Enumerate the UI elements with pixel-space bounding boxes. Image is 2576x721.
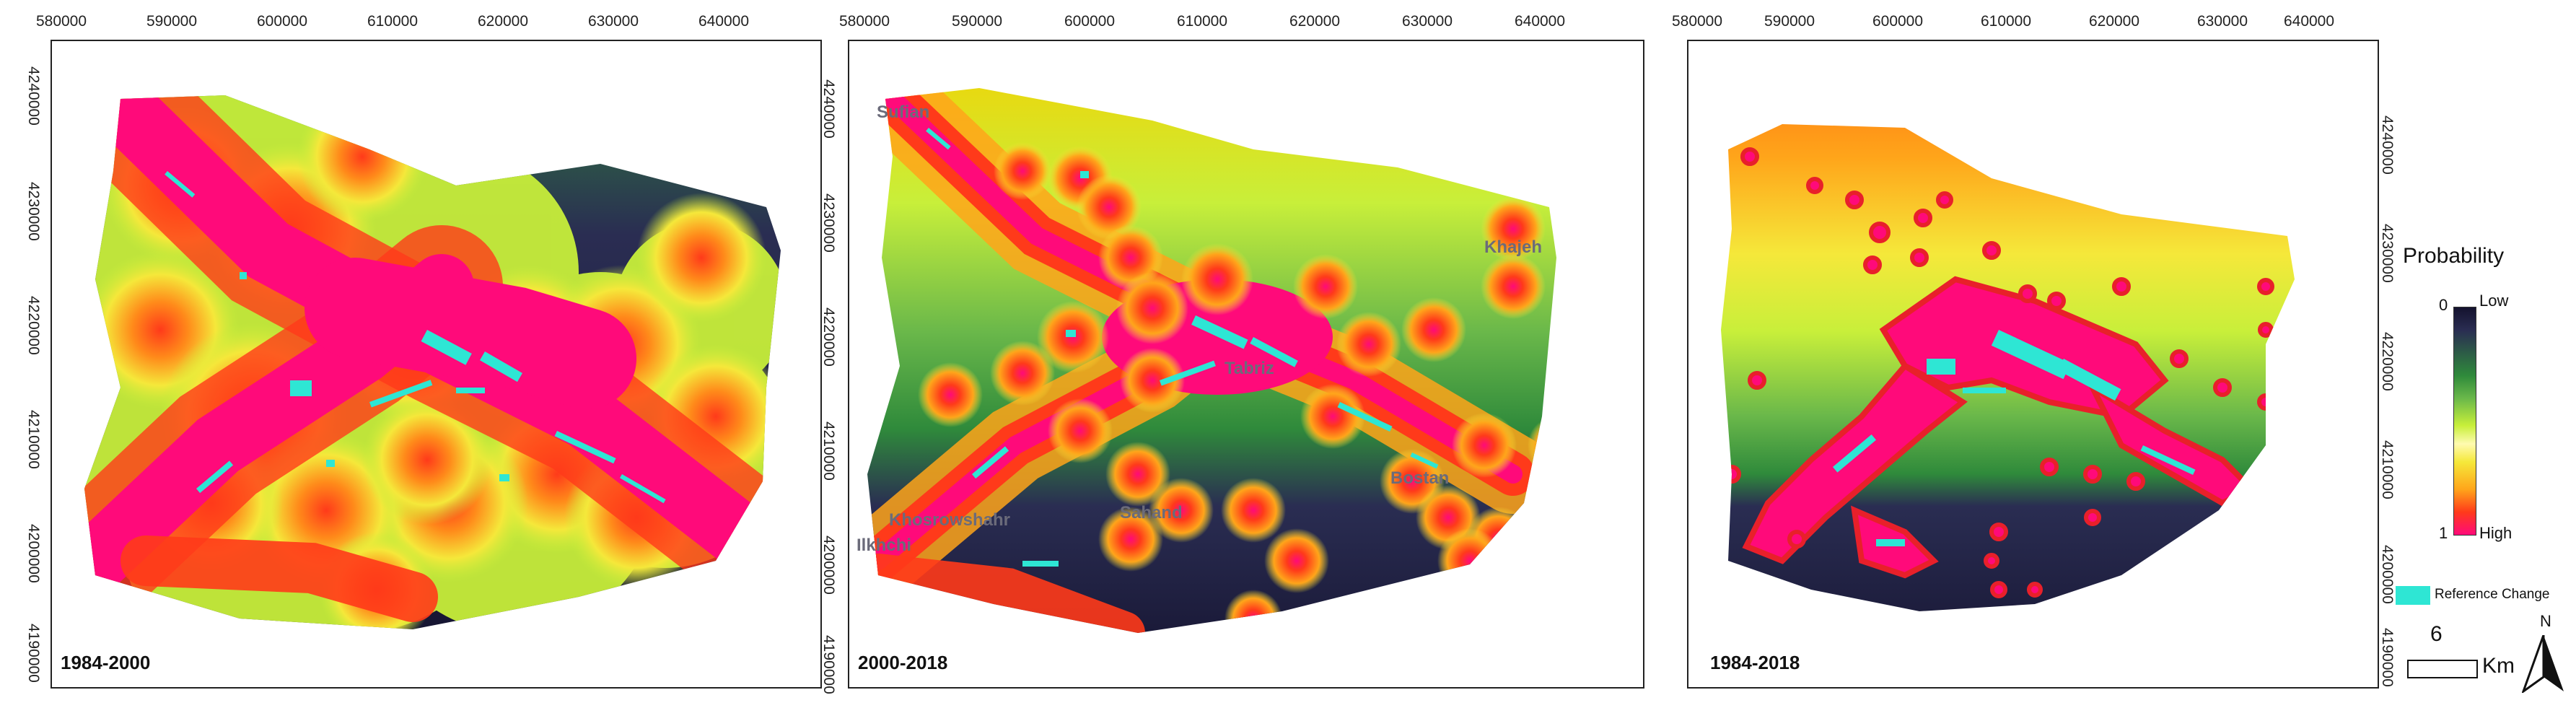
- y-tick: 4200000: [820, 536, 837, 595]
- y-tick: 4220000: [25, 296, 42, 355]
- period-label: 1984-2000: [61, 652, 151, 673]
- y-tick: 4240000: [25, 66, 42, 126]
- x-tick: 620000: [477, 13, 529, 30]
- scale-bar-value: 6: [2430, 622, 2443, 646]
- map-frame: 1984-2018: [1687, 40, 2379, 689]
- place-label-khosrowshahr: Khosrowshahr: [889, 510, 1011, 530]
- map-panel-2000-2018: 580000 590000 600000 610000 620000 63000…: [820, 0, 1660, 721]
- x-tick: 630000: [587, 13, 639, 30]
- x-tick: 600000: [1872, 13, 1924, 30]
- legend-top-value: 0: [2439, 296, 2448, 314]
- x-tick: 600000: [1064, 13, 1116, 30]
- y-tick: 4210000: [2379, 440, 2396, 499]
- place-label-tabriz: Tabriz: [1225, 359, 1274, 378]
- y-tick: 4210000: [820, 421, 837, 481]
- reference-change-label: Reference Change: [2435, 587, 2550, 602]
- x-tick: 580000: [35, 13, 87, 30]
- period-label: 1984-2018: [1710, 652, 1800, 673]
- probability-map: [84, 95, 781, 629]
- x-tick: 610000: [367, 13, 419, 30]
- north-arrow-icon: [2522, 635, 2564, 693]
- probability-map: [1721, 124, 2295, 611]
- x-tick: 590000: [951, 13, 1003, 30]
- place-label-khajeh: Khajeh: [1484, 237, 1543, 257]
- map-frame: 1984-2000: [51, 40, 822, 689]
- place-label-sufian: Sufian: [877, 102, 930, 122]
- period-label: 2000-2018: [858, 652, 948, 673]
- legend-bottom-label: High: [2479, 524, 2513, 542]
- y-tick: 4190000: [820, 635, 837, 694]
- x-tick: 580000: [838, 13, 890, 30]
- place-label-sahand: Sahand: [1120, 503, 1183, 523]
- legend-title: Probability: [2403, 244, 2505, 268]
- x-tick: 590000: [146, 13, 198, 30]
- x-tick: 610000: [1176, 13, 1228, 30]
- place-label-ilkhchi: Ilkhchi: [857, 536, 912, 555]
- scale-bar: [2407, 660, 2478, 678]
- north-label: N: [2540, 612, 2551, 630]
- legend-colorbar: [2453, 307, 2476, 536]
- y-tick: 4190000: [2379, 628, 2396, 687]
- x-tick: 590000: [1764, 13, 1815, 30]
- y-tick: 4220000: [2379, 332, 2396, 391]
- legend-bottom-value: 1: [2439, 524, 2448, 542]
- y-tick: 4210000: [25, 410, 42, 469]
- y-tick: 4230000: [2379, 224, 2396, 283]
- x-tick: 640000: [698, 13, 750, 30]
- scale-bar-unit: Km: [2482, 654, 2515, 678]
- map-panel-1984-2018: 580000 590000 600000 610000 620000 63000…: [1660, 0, 2410, 721]
- y-tick: 4240000: [2379, 115, 2396, 175]
- x-tick: 600000: [256, 13, 308, 30]
- x-tick: 630000: [1401, 13, 1453, 30]
- y-tick: 4200000: [25, 524, 42, 583]
- x-tick: 620000: [1289, 13, 1341, 30]
- y-tick: 4220000: [820, 307, 837, 367]
- y-tick: 4230000: [25, 182, 42, 241]
- probability-map: [867, 88, 1556, 633]
- reference-change-swatch: [2396, 586, 2430, 605]
- y-tick: 4190000: [25, 624, 42, 683]
- x-tick: 630000: [2196, 13, 2248, 30]
- y-tick: 4230000: [820, 193, 837, 253]
- x-tick: 620000: [2088, 13, 2140, 30]
- y-tick: 4200000: [2379, 545, 2396, 604]
- legend-top-label: Low: [2479, 292, 2509, 310]
- y-tick: 4240000: [820, 79, 837, 139]
- x-tick: 610000: [1980, 13, 2032, 30]
- place-label-bostan: Bostan: [1390, 468, 1450, 488]
- x-tick: 640000: [1514, 13, 1566, 30]
- map-frame: Sufian Khajeh Tabriz Bostan Khosrowshahr…: [848, 40, 1644, 689]
- x-tick: 640000: [2283, 13, 2335, 30]
- x-tick: 580000: [1671, 13, 1723, 30]
- map-panel-1984-2000: 580000 590000 600000 610000 620000 63000…: [0, 0, 830, 721]
